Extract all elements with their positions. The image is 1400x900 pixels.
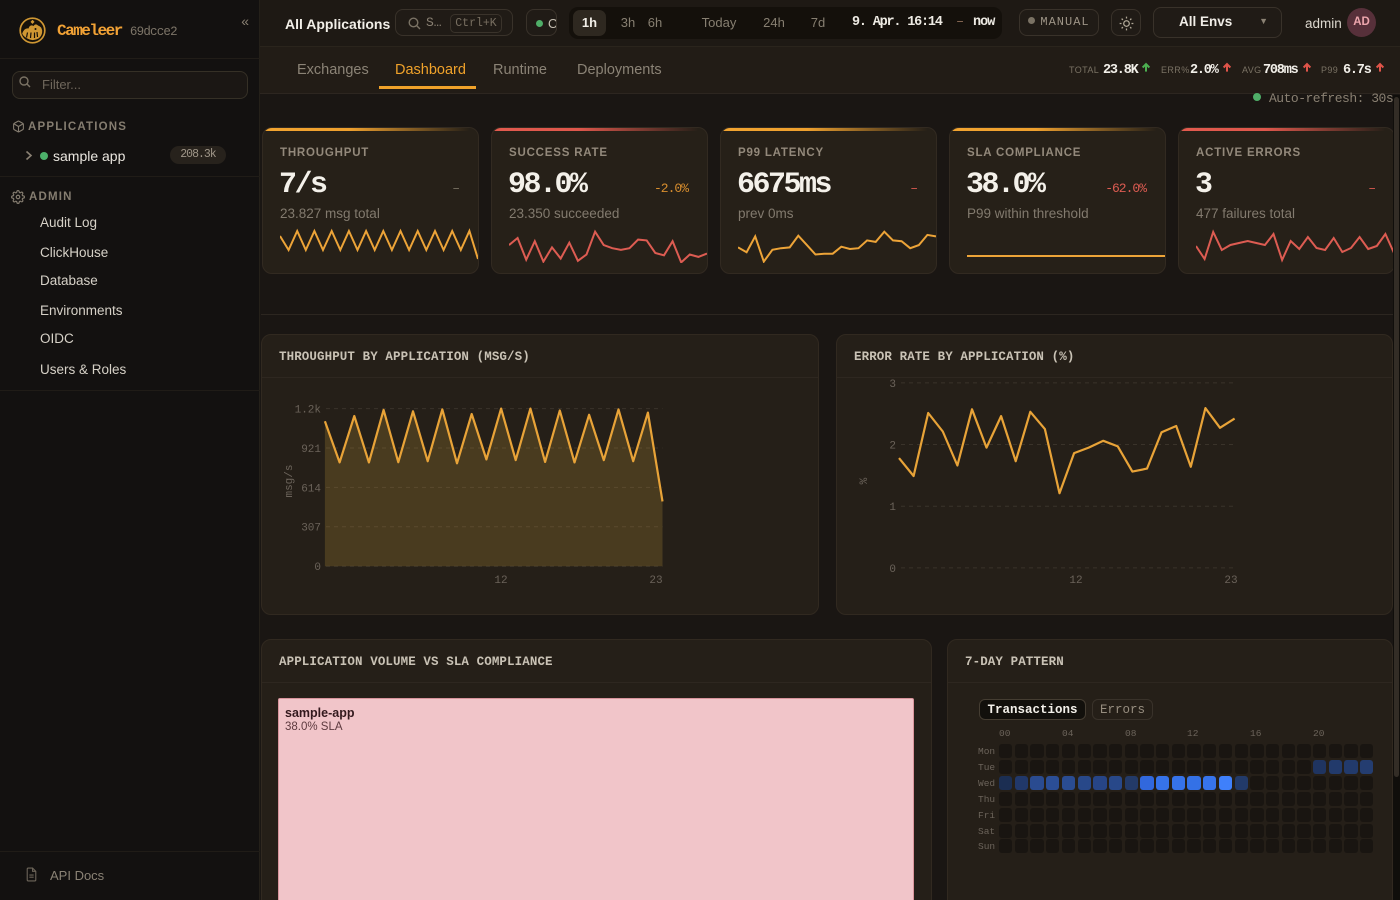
svg-text:1: 1: [889, 502, 896, 514]
svg-text:1.2k: 1.2k: [295, 405, 322, 417]
svg-text:12: 12: [1069, 575, 1082, 587]
svg-text:0: 0: [889, 564, 896, 576]
svg-text:0: 0: [314, 562, 321, 574]
svg-text:12: 12: [494, 575, 507, 587]
svg-text:307: 307: [301, 523, 321, 535]
svg-text:921: 921: [301, 444, 321, 456]
svg-text:%: %: [859, 477, 871, 484]
svg-text:23: 23: [1224, 575, 1237, 587]
svg-text:23: 23: [649, 575, 662, 587]
svg-text:3: 3: [889, 379, 896, 391]
svg-text:614: 614: [301, 483, 321, 495]
svg-text:msg/s: msg/s: [284, 464, 296, 497]
svg-text:2: 2: [889, 440, 896, 452]
